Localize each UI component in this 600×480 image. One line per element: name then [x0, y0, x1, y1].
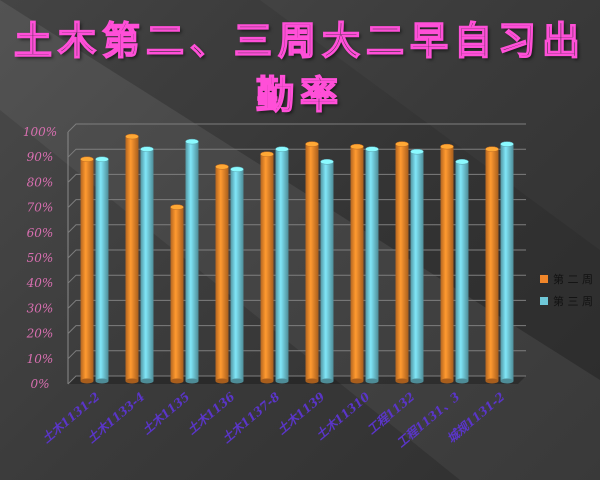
bar: [275, 146, 289, 384]
bar: [500, 141, 514, 384]
y-tick-label: 10%: [27, 352, 54, 366]
bar: [140, 146, 154, 384]
x-axis-ticks: 土木1131-2土木1133-4土木1135土木1136土木1137-8土木11…: [39, 389, 507, 450]
legend-label: 第 三 周: [553, 294, 593, 308]
y-tick-label: 20%: [26, 327, 54, 341]
legend: 第 二 周第 三 周: [540, 272, 593, 308]
chart-title: 土木第二、三周大二早自习出勤率: [13, 17, 586, 117]
bar: [260, 151, 274, 384]
bar: [455, 159, 469, 384]
y-tick-label: 30%: [27, 301, 54, 315]
bar: [410, 148, 424, 384]
bars: [80, 133, 514, 384]
bar: [485, 146, 499, 384]
gridline: [67, 123, 526, 133]
bar: [185, 138, 199, 384]
y-tick-label: 80%: [27, 175, 54, 189]
y-tick-label: 60%: [27, 226, 54, 240]
bar: [215, 164, 229, 384]
y-tick-label: 50%: [27, 251, 54, 265]
bar: [125, 133, 139, 384]
bar: [80, 156, 94, 384]
bar: [305, 141, 319, 384]
y-tick-label: 40%: [26, 276, 54, 290]
y-tick-label: 90%: [27, 150, 54, 164]
bar: [365, 146, 379, 384]
legend-swatch: [540, 297, 548, 305]
y-tick-label: 70%: [27, 201, 54, 215]
x-tick-label: 土木1135: [139, 390, 192, 438]
bar: [395, 141, 409, 384]
legend-label: 第 二 周: [553, 272, 593, 286]
bar: [230, 166, 244, 384]
y-tick-label: 0%: [30, 377, 49, 391]
bar: [95, 156, 109, 384]
bar: [320, 159, 334, 384]
bar: [350, 143, 364, 384]
y-tick-label: 100%: [23, 125, 57, 139]
bar: [440, 143, 454, 384]
legend-swatch: [540, 275, 548, 283]
bar: [170, 204, 184, 384]
y-axis-ticks: 0% 10% 20% 30% 40% 50% 60% 70% 80% 90% 100%: [23, 125, 57, 391]
